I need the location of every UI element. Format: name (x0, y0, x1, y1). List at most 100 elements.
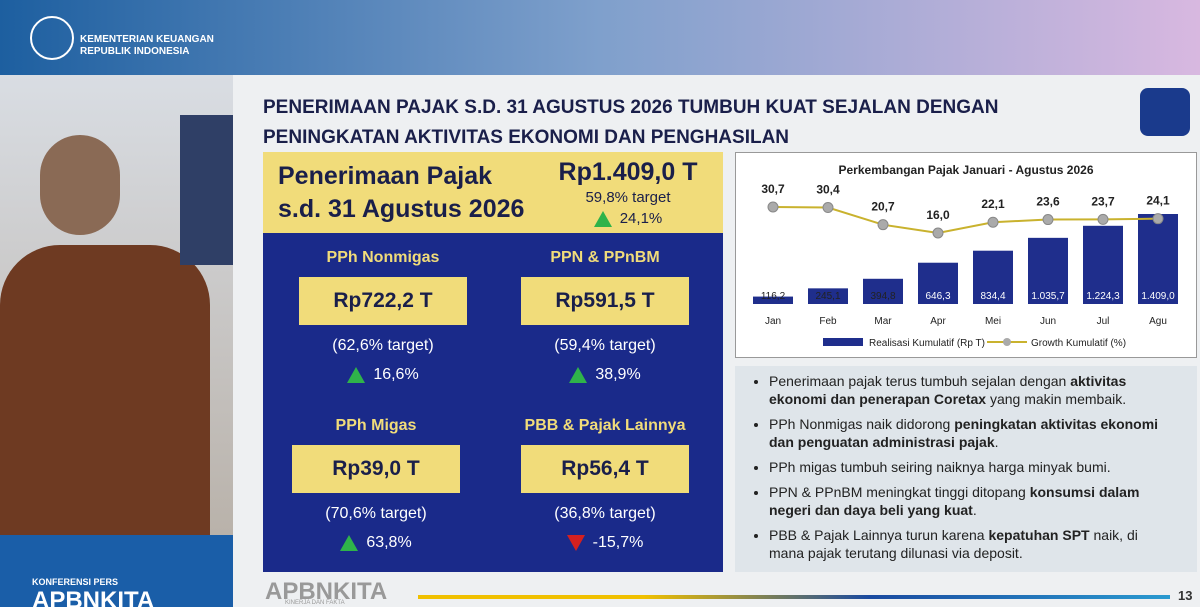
card-growth: 38,9% (495, 366, 715, 384)
bar-label: 646,3 (925, 291, 950, 302)
growth-value: 24,1% (619, 210, 663, 227)
card-amount: Rp56,4 T (521, 445, 689, 493)
person (180, 115, 233, 265)
summary-box: Penerimaan Pajak s.d. 31 Agustus 2026 Rp… (263, 152, 723, 233)
card-name: PPh Nonmigas (326, 249, 440, 266)
card-name: PPh Migas (335, 417, 417, 434)
growth-label: 20,7 (871, 200, 895, 214)
bar-label: 394,8 (870, 291, 895, 302)
summary-growth: 24,1% (543, 210, 713, 228)
bar (808, 288, 848, 304)
note: PPh Nonmigas naik didorong peningkatan a… (769, 415, 1169, 451)
bar-label: 1.409,0 (1141, 291, 1175, 302)
header-band (0, 0, 1200, 75)
note-text: Penerimaan pajak terus tumbuh sejalan de… (769, 373, 1071, 389)
bar (1083, 225, 1123, 304)
growth-arrow (569, 366, 588, 383)
org-name: KEMENTERIAN KEUANGAN REPUBLIK INDONESIA (80, 34, 214, 58)
growth-arrow (566, 534, 585, 551)
x-tick-label: Feb (819, 316, 837, 327)
note-text: aktivitas ekonomi dan penerapan Coretax (769, 373, 1127, 407)
growth-value: 38,9% (595, 366, 641, 383)
note-text: PBB & Pajak Lainnya turun karena (769, 527, 989, 543)
growth-value: -15,7% (592, 534, 644, 551)
growth-label: 30,4 (816, 183, 840, 197)
x-tick-label: Jul (1097, 316, 1110, 327)
legend-label: Growth Kumulatif (%) (1031, 338, 1126, 349)
legend-label: Realisasi Kumulatif (Rp T) (869, 338, 985, 349)
growth-label: 22,1 (981, 197, 1005, 211)
card-target: (70,6% target) (325, 505, 427, 522)
card-growth: -15,7% (495, 534, 715, 552)
slide-title: PENERIMAAN PAJAK S.D. 31 AGUSTUS 2026 TU… (263, 97, 999, 148)
video-feed (0, 75, 233, 535)
growth-point (987, 216, 999, 228)
card-name: PPN & PPnBM (550, 249, 660, 266)
org-line: REPUBLIK INDONESIA (80, 46, 190, 57)
note-text: PPh migas tumbuh seiring naiknya harga m… (769, 459, 1111, 475)
footer-line (418, 595, 1170, 599)
growth-point (877, 219, 889, 231)
x-tick-label: Mar (874, 316, 892, 327)
card-growth: 16,6% (273, 366, 493, 384)
summary-target: 59,8% target (585, 189, 671, 206)
summary-total: Rp1.409,0 T (558, 158, 698, 186)
growth-arrow (593, 211, 612, 228)
growth-label: 16,0 (926, 208, 950, 222)
x-tick-label: Apr (930, 316, 946, 327)
bar-label: 116,2 (761, 291, 786, 302)
sidebar-label: KONFERENSI PERS (32, 577, 119, 587)
growth-point (1097, 213, 1109, 225)
note-text: . (994, 434, 999, 450)
logo (30, 16, 74, 60)
notes-panel: Penerimaan pajak terus tumbuh sejalan de… (735, 366, 1197, 572)
footer-tagline: KINERJA DAN FAKTA (285, 600, 345, 606)
growth-point (767, 201, 779, 213)
growth-label: 23,6 (1036, 195, 1060, 209)
note-text: naik, di mana pajak terutang dilunasi vi… (769, 527, 1138, 561)
card-amount: Rp722,2 T (299, 277, 467, 325)
note: PBB & Pajak Lainnya turun karena kepatuh… (769, 526, 1169, 562)
growth-value: 63,8% (366, 534, 412, 551)
growth-label: 30,7 (761, 182, 785, 196)
summary-label: Penerimaan Pajak s.d. 31 Agustus 2026 (278, 162, 525, 223)
growth-point (1042, 214, 1054, 226)
bar (1028, 237, 1068, 304)
card-target: (62,6% target) (332, 337, 434, 354)
speaker-body (0, 245, 210, 535)
note-text: kepatuhan SPT (988, 527, 1090, 543)
card-target: (59,4% target) (554, 337, 656, 354)
note-text: yang makin membaik. (986, 391, 1127, 407)
growth-line (772, 206, 1159, 235)
card-amount: Rp39,0 T (292, 445, 460, 493)
chart-title: Perkembangan Pajak Januari - Agustus 202… (839, 163, 1094, 177)
x-tick-label: Jan (765, 316, 781, 327)
note: PPh migas tumbuh seiring naiknya harga m… (769, 458, 1169, 476)
chart: Perkembangan Pajak Januari - Agustus 202… (735, 152, 1197, 358)
page-number: 13 (1178, 588, 1193, 603)
x-tick-label: Jun (1040, 316, 1056, 327)
footer-brand: APBNKITA (265, 578, 388, 605)
bar (863, 278, 903, 304)
note-text: konsumsi dalam negeri dan daya beli yang… (769, 484, 1140, 518)
emblem (1140, 88, 1190, 136)
growth-point (932, 227, 944, 239)
sidebar-panel: KONFERENSI PERS APBNKITA (0, 535, 233, 607)
note-text: . (972, 502, 977, 518)
card-growth: 63,8% (266, 534, 486, 552)
growth-arrow (347, 366, 366, 383)
x-tick-label: Mei (985, 316, 1001, 327)
growth-arrow (340, 534, 359, 551)
sidebar-brand: APBNKITA (32, 587, 155, 607)
cards-panel: PPh Nonmigas Rp722,2 T (62,6% target) 16,6%… (263, 233, 723, 572)
speaker-head (40, 135, 120, 235)
chart-frame (735, 152, 1197, 358)
bar-label: 834,4 (980, 291, 1005, 302)
note: Penerimaan pajak terus tumbuh sejalan de… (769, 372, 1169, 408)
bar (753, 296, 793, 304)
growth-point (1152, 213, 1164, 225)
bar-label: 1.224,3 (1086, 291, 1120, 302)
x-tick-label: Agu (1149, 316, 1167, 327)
org-line: KEMENTERIAN KEUANGAN (80, 34, 214, 45)
